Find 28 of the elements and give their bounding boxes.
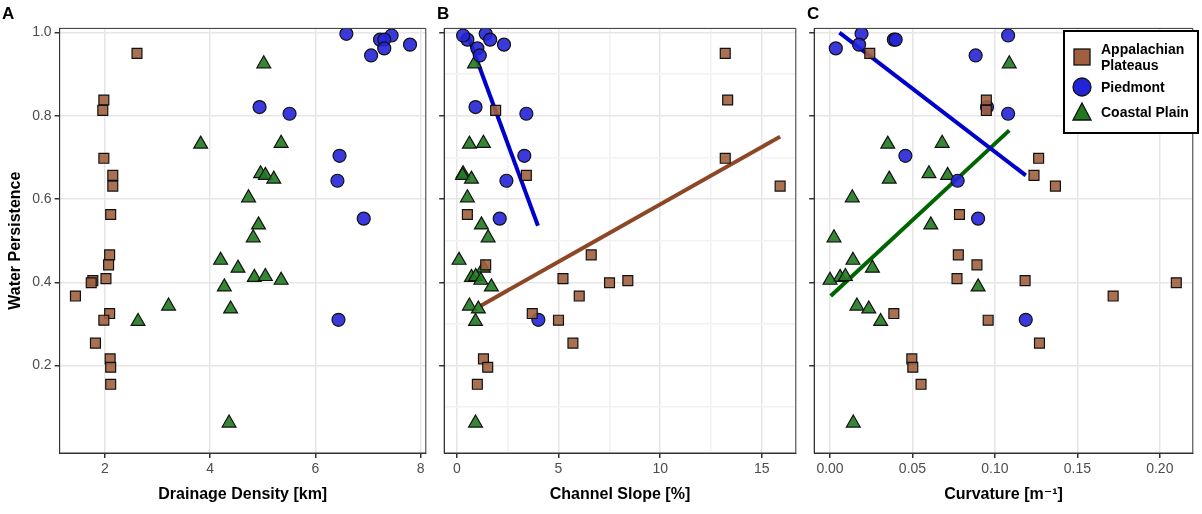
x-axis-title: Curvature [m⁻¹] <box>944 484 1063 502</box>
x-tick-label: 2 <box>101 460 109 477</box>
x-tick-label: 6 <box>311 460 320 477</box>
y-tick-label: 0.2 <box>32 356 52 373</box>
x-tick-label: 0.10 <box>981 460 1009 477</box>
x-tick-label: 0.00 <box>816 460 844 477</box>
x-tick-label: 15 <box>754 460 770 477</box>
x-axis-title: Channel Slope [%] <box>549 484 691 502</box>
x-tick-label: 10 <box>652 460 669 477</box>
x-tick-label: 0.15 <box>1063 460 1092 477</box>
x-tick-label: 0.05 <box>898 460 927 477</box>
x-tick-label: 8 <box>416 460 425 477</box>
x-axis-title: Drainage Density [km] <box>158 484 328 502</box>
y-tick-label: 0.4 <box>32 273 52 290</box>
chart-title: C <box>807 3 820 23</box>
legend-label: Appalachian Plateaus <box>1101 41 1186 73</box>
legend-label: Piedmont <box>1101 79 1165 95</box>
chart-title: B <box>437 3 450 23</box>
chart-title: A <box>2 3 15 23</box>
y-tick-label: 0.6 <box>32 189 52 206</box>
y-tick-label: 1.0 <box>32 23 52 40</box>
x-tick-label: 0 <box>452 460 461 477</box>
x-tick-label: 0.20 <box>1146 460 1174 477</box>
x-tick-label: 4 <box>206 460 215 477</box>
legend-label: Coastal Plain <box>1101 104 1189 120</box>
y-axis-title: Water Persistence <box>6 171 24 310</box>
y-tick-label: 0.8 <box>32 106 52 123</box>
x-tick-label: 5 <box>554 460 563 477</box>
